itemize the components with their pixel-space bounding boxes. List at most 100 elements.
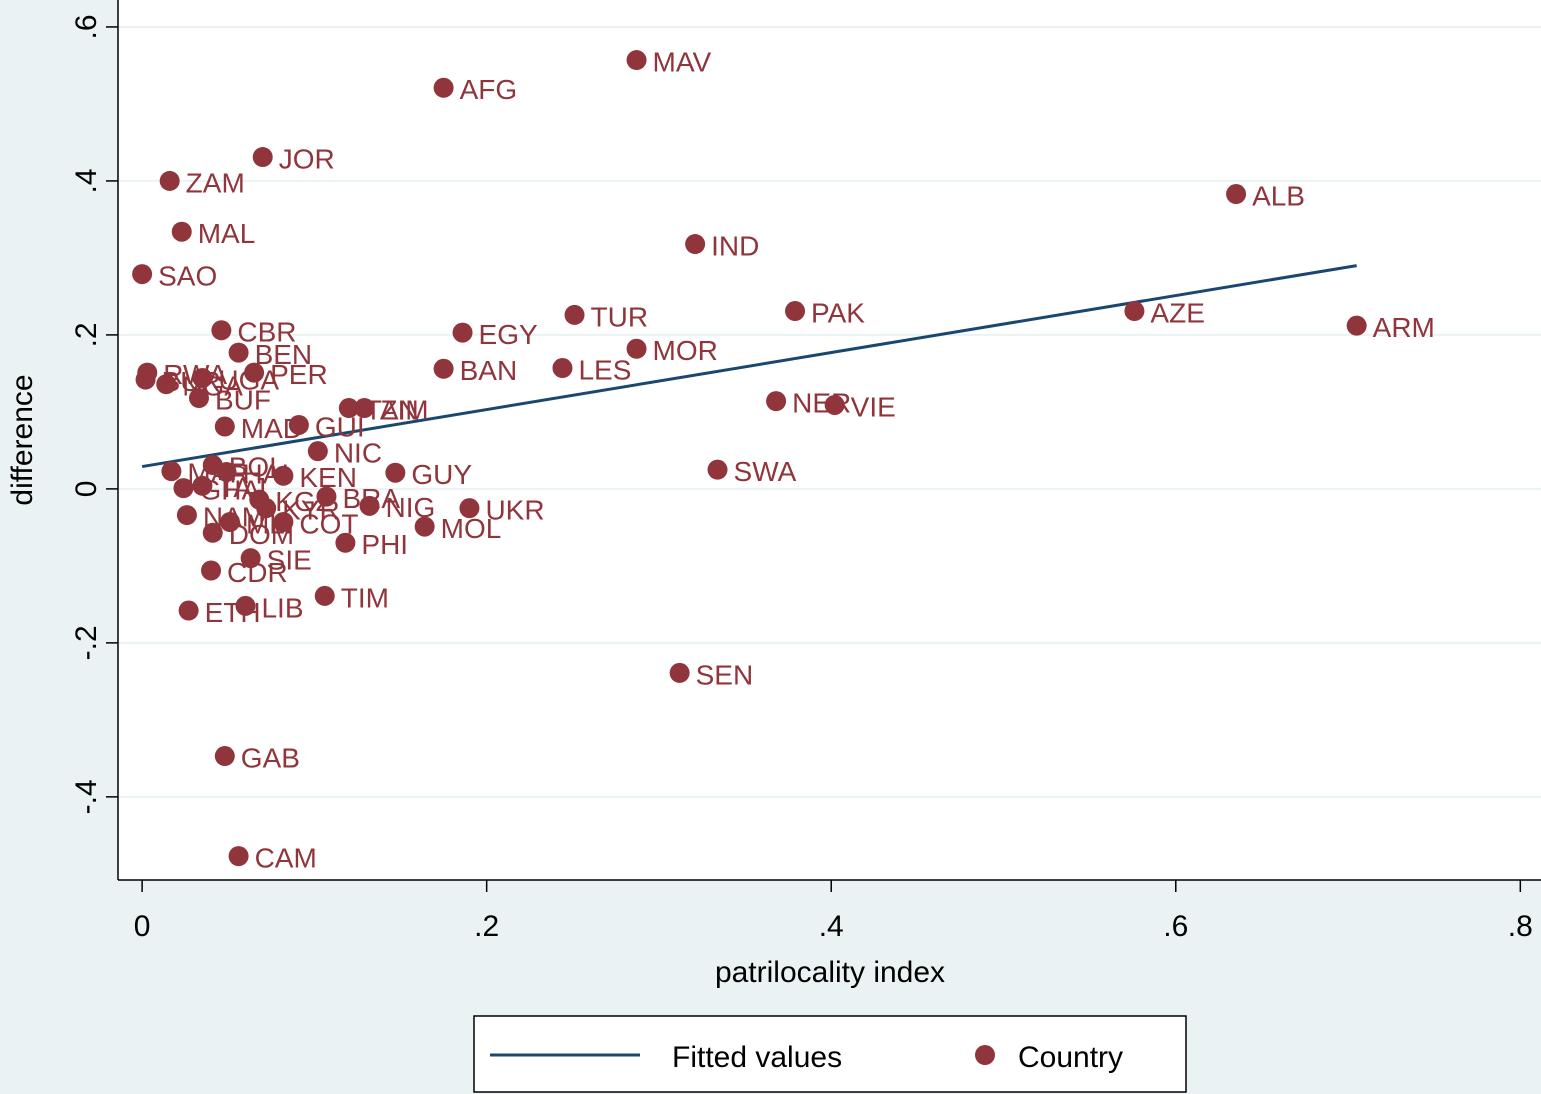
legend-marker <box>975 1045 995 1065</box>
point-label: JOR <box>279 143 335 174</box>
point <box>766 391 787 412</box>
point <box>354 398 375 419</box>
fit-line <box>141 264 1357 469</box>
point <box>235 595 256 616</box>
point <box>316 486 337 507</box>
point <box>219 511 240 532</box>
point <box>459 498 480 519</box>
point-label: SWA <box>734 456 797 487</box>
point-label: AFG <box>460 74 518 105</box>
point <box>552 358 573 379</box>
point <box>359 495 380 516</box>
point <box>228 342 249 363</box>
point-label: BAN <box>460 355 518 386</box>
x-tick-label: .2 <box>474 910 499 943</box>
point <box>159 170 180 191</box>
point <box>216 461 237 482</box>
point-label: LIB <box>261 592 303 623</box>
point-label: UKR <box>485 495 544 526</box>
point <box>785 301 806 322</box>
point <box>214 416 235 437</box>
x-tick-label: .6 <box>1163 910 1188 943</box>
point <box>1226 184 1247 205</box>
point-label: PHI <box>361 529 408 560</box>
point-label: AZE <box>1150 297 1204 328</box>
point <box>452 322 473 343</box>
point <box>192 368 213 389</box>
point <box>256 498 277 519</box>
point <box>156 374 177 395</box>
y-tick-label: 0 <box>70 481 103 498</box>
point <box>414 516 435 537</box>
y-axis-title: difference <box>6 374 39 505</box>
x-tick-label: .8 <box>1508 910 1533 943</box>
point-label: SIE <box>267 545 312 576</box>
point <box>201 560 222 581</box>
point <box>626 50 647 71</box>
point <box>214 746 235 767</box>
point-label: MAV <box>653 46 712 77</box>
x-tick-label: 0 <box>134 910 151 943</box>
point-label: ZAM <box>186 167 245 198</box>
point <box>335 532 356 553</box>
point <box>626 338 647 359</box>
point <box>564 304 585 325</box>
plot-area <box>118 0 1541 880</box>
y-tick-label: .6 <box>70 14 103 39</box>
point-label: CBR <box>237 317 296 348</box>
y-tick-label: .2 <box>70 322 103 347</box>
point <box>135 369 156 390</box>
y-tick-label: -.4 <box>70 779 103 814</box>
point-label: TUR <box>591 301 649 332</box>
point <box>178 600 199 621</box>
point-label: DOM <box>229 519 294 550</box>
y-tick-label: -.2 <box>70 625 103 660</box>
point-label: MOR <box>653 335 718 366</box>
point-label: ALB <box>1252 180 1305 211</box>
point <box>707 459 728 480</box>
point-label: CAM <box>255 843 317 874</box>
point-label: SEN <box>696 659 754 690</box>
point-label: TIM <box>341 582 389 613</box>
point-label: ARM <box>1373 312 1435 343</box>
point <box>338 398 359 419</box>
point <box>252 147 273 168</box>
x-tick-label: .4 <box>819 910 844 943</box>
x-axis-title: patrilocality index <box>715 956 945 989</box>
point <box>273 511 294 532</box>
point <box>132 264 153 285</box>
legend-label: Fitted values <box>672 1041 842 1074</box>
point <box>188 388 209 409</box>
legend-label: Country <box>1018 1041 1123 1074</box>
point-label: IND <box>711 230 759 261</box>
point <box>669 662 690 683</box>
point <box>244 362 265 383</box>
point-label: GUI <box>315 411 365 442</box>
point <box>433 77 454 98</box>
point <box>240 548 261 569</box>
point-label: BEN <box>255 339 313 370</box>
point-label: ZIM <box>380 394 428 425</box>
point <box>288 414 309 435</box>
point-label: ETH <box>205 597 261 628</box>
point <box>824 394 845 415</box>
point <box>1124 301 1145 322</box>
point <box>385 462 406 483</box>
point <box>192 475 213 496</box>
point-label: BUF <box>215 384 271 415</box>
point-label: GUY <box>411 459 472 490</box>
point-label: UGA <box>218 364 279 395</box>
point <box>161 461 182 482</box>
point <box>211 320 232 341</box>
point <box>202 522 223 543</box>
point-label: EGY <box>479 319 538 350</box>
point <box>1346 315 1367 336</box>
point-label: VIE <box>851 391 896 422</box>
point <box>433 358 454 379</box>
point-label: SAO <box>158 260 217 291</box>
point-label: LES <box>578 354 631 385</box>
point-label: CDR <box>227 557 288 588</box>
point-label: MOL <box>441 513 502 544</box>
